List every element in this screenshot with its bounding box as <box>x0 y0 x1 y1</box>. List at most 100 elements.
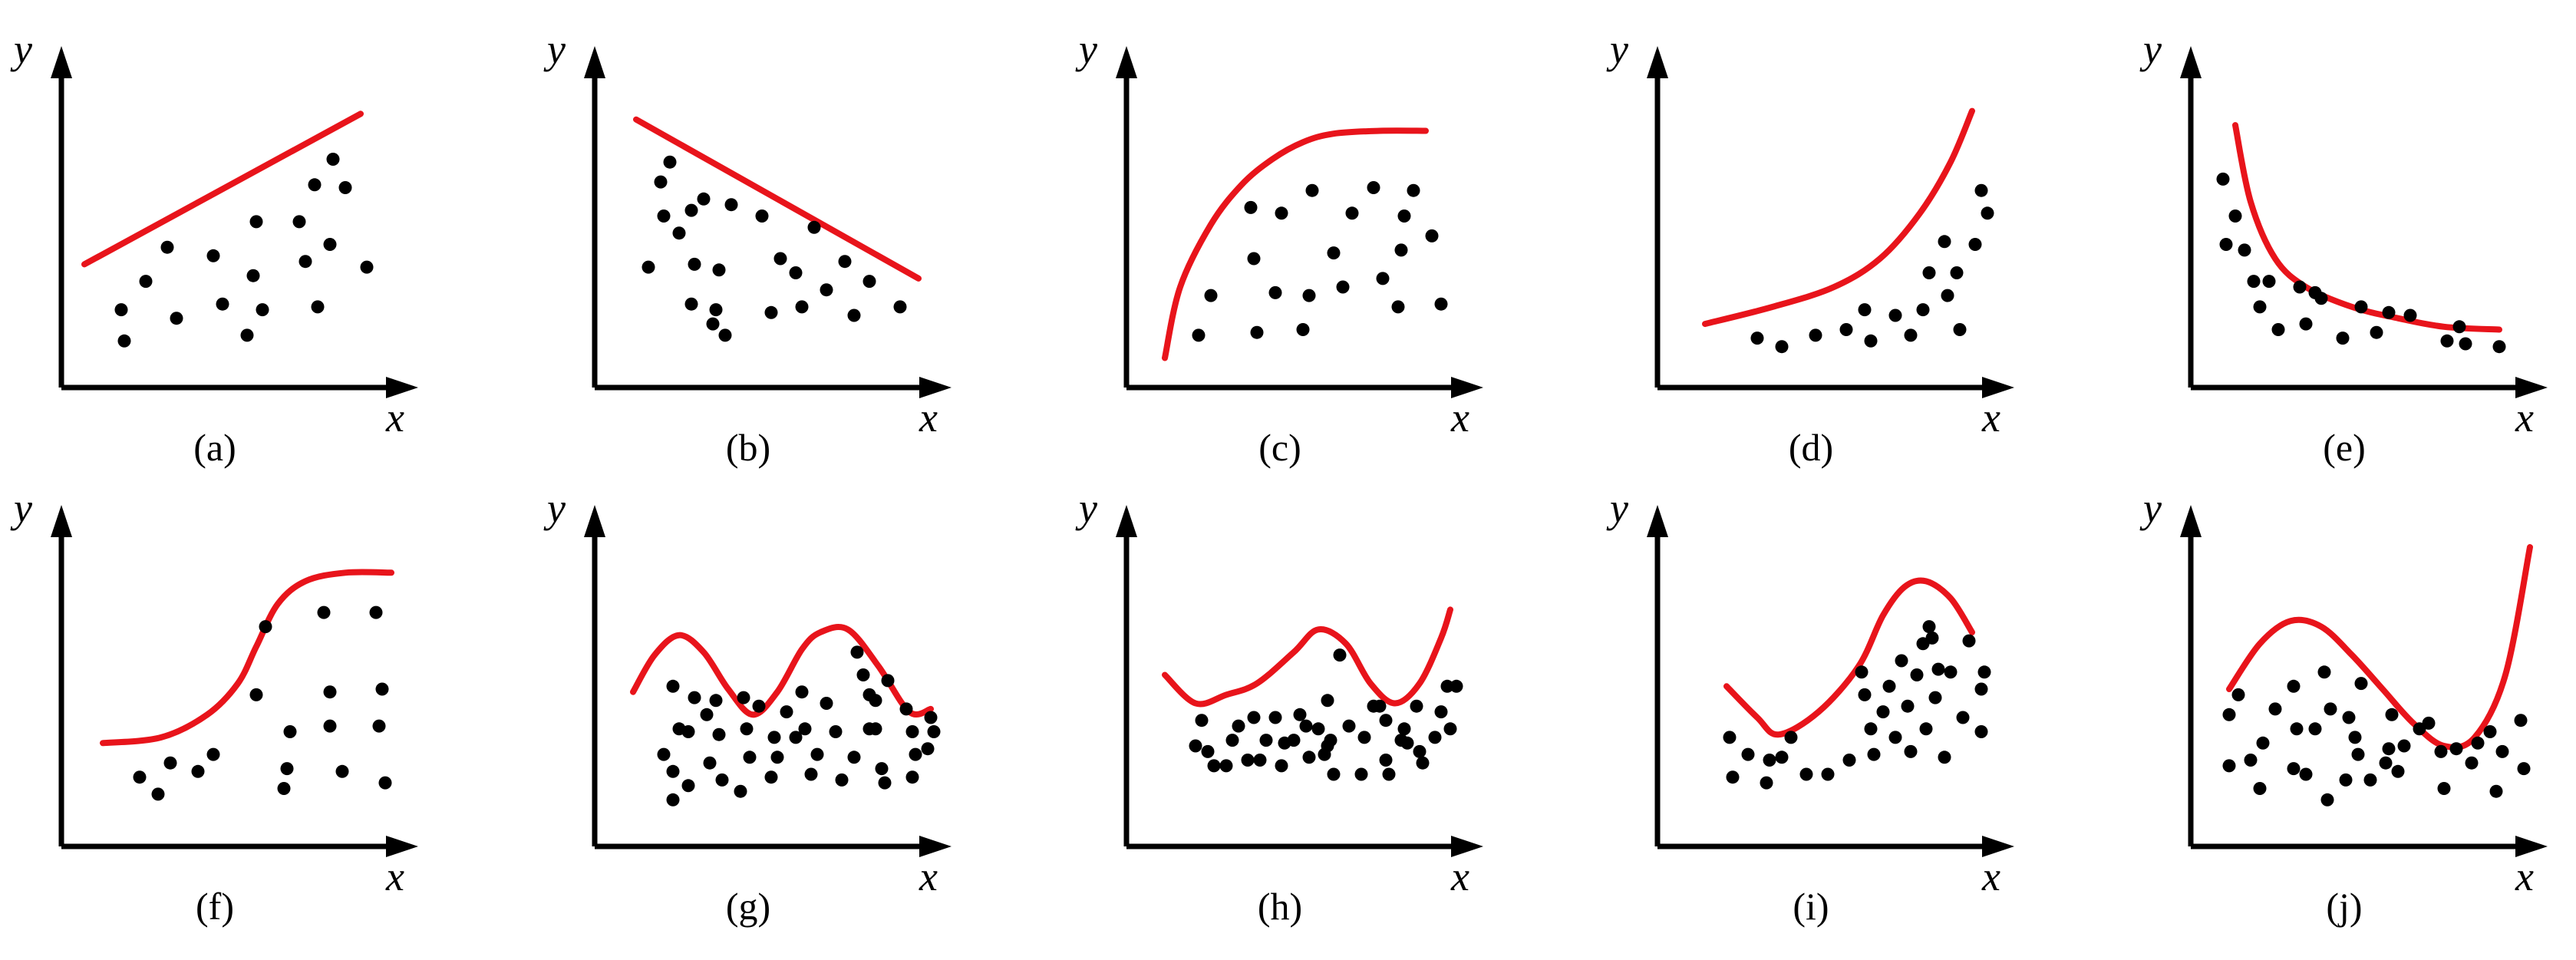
data-point <box>2290 722 2304 736</box>
data-point <box>151 787 165 801</box>
trend-curve <box>81 111 364 268</box>
data-point <box>216 297 229 311</box>
data-point <box>1919 722 1933 736</box>
data-point <box>657 747 671 761</box>
data-point <box>335 764 349 778</box>
data-point <box>2299 767 2313 781</box>
data-point <box>1333 648 1347 662</box>
x-axis-arrowhead <box>1451 836 1483 857</box>
data-point <box>905 770 919 784</box>
data-point <box>1775 340 1789 354</box>
data-point <box>1311 722 1325 736</box>
data-point <box>1219 759 1233 773</box>
data-point <box>2471 736 2485 750</box>
panel-d: x y (d) <box>1606 26 2014 469</box>
data-point <box>666 764 680 778</box>
data-point <box>795 300 809 314</box>
data-point <box>835 773 849 787</box>
data-point <box>1858 303 1872 317</box>
data-point <box>1204 289 1218 302</box>
data-point <box>1855 665 1869 679</box>
panel-b: x y (b) <box>543 26 952 469</box>
data-point <box>657 209 671 223</box>
data-point <box>752 699 766 713</box>
trend-curve <box>1702 107 1975 328</box>
data-point <box>2382 742 2396 756</box>
trend-curve <box>1162 606 1453 708</box>
x-axis-label: x <box>919 394 938 440</box>
data-point <box>1434 297 1448 311</box>
data-point <box>820 283 833 297</box>
data-point <box>850 645 864 659</box>
data-point <box>1440 679 1454 693</box>
data-point <box>2231 688 2245 701</box>
data-point <box>249 688 263 701</box>
data-point <box>2403 308 2417 322</box>
trend-curve <box>1723 577 1975 738</box>
data-point <box>2434 744 2448 758</box>
data-point <box>1450 679 1463 693</box>
data-point <box>810 747 824 761</box>
x-axis-arrowhead <box>1451 377 1483 398</box>
panel-caption: (c) <box>1258 426 1301 469</box>
data-point <box>206 249 220 262</box>
data-point <box>1367 181 1380 194</box>
panel-caption: (j) <box>2326 885 2362 928</box>
panel-caption: (f) <box>196 885 234 928</box>
panel-caption: (g) <box>726 885 770 928</box>
data-point <box>2339 773 2353 787</box>
panel-e: x y (e) <box>2139 26 2548 469</box>
data-point <box>1750 332 1764 345</box>
data-point <box>2216 172 2230 186</box>
data-point <box>1809 328 1822 342</box>
data-point <box>709 694 723 708</box>
y-axis-label: y <box>1075 485 1097 531</box>
y-axis-arrowhead <box>1116 505 1137 537</box>
data-point <box>820 697 833 710</box>
data-point <box>1977 665 1991 679</box>
data-point <box>317 605 331 619</box>
data-point <box>2238 243 2251 257</box>
data-point <box>2382 305 2396 319</box>
data-point <box>2517 762 2531 776</box>
data-point <box>1799 767 1813 781</box>
panel-c: x y (c) <box>1075 26 1483 469</box>
data-point <box>1302 289 1316 302</box>
y-axis-label: y <box>2139 26 2162 72</box>
panel-j: x y (j) <box>2139 485 2548 928</box>
x-axis-label: x <box>2515 853 2534 899</box>
data-point <box>1407 183 1420 197</box>
data-point <box>2354 677 2368 691</box>
data-point <box>798 722 812 736</box>
trend-curve <box>2232 122 2502 333</box>
x-axis-label: x <box>2515 394 2534 440</box>
data-point <box>1938 235 1951 249</box>
data-point <box>2440 334 2454 348</box>
data-point <box>838 255 852 269</box>
data-point <box>921 742 935 756</box>
data-point <box>780 705 793 719</box>
data-point <box>2363 773 2377 787</box>
data-point <box>2324 702 2337 716</box>
data-point <box>1968 238 1982 251</box>
data-point <box>1195 714 1209 727</box>
data-point <box>2465 756 2479 770</box>
data-point <box>688 691 701 704</box>
data-point <box>1434 705 1448 719</box>
data-point <box>1726 770 1740 784</box>
trend-curve <box>633 116 922 282</box>
data-point <box>1864 334 1878 348</box>
data-point <box>697 192 711 206</box>
data-point <box>740 722 754 736</box>
data-point <box>2222 708 2236 721</box>
y-axis-label: y <box>10 26 32 72</box>
data-point <box>1225 734 1239 747</box>
data-point <box>246 269 260 282</box>
data-point <box>2247 275 2261 289</box>
data-point <box>1867 747 1881 761</box>
data-point <box>2336 332 2350 345</box>
data-point <box>2342 711 2356 724</box>
data-point <box>1250 325 1264 339</box>
data-point <box>1901 699 1915 713</box>
data-point <box>1207 759 1221 773</box>
